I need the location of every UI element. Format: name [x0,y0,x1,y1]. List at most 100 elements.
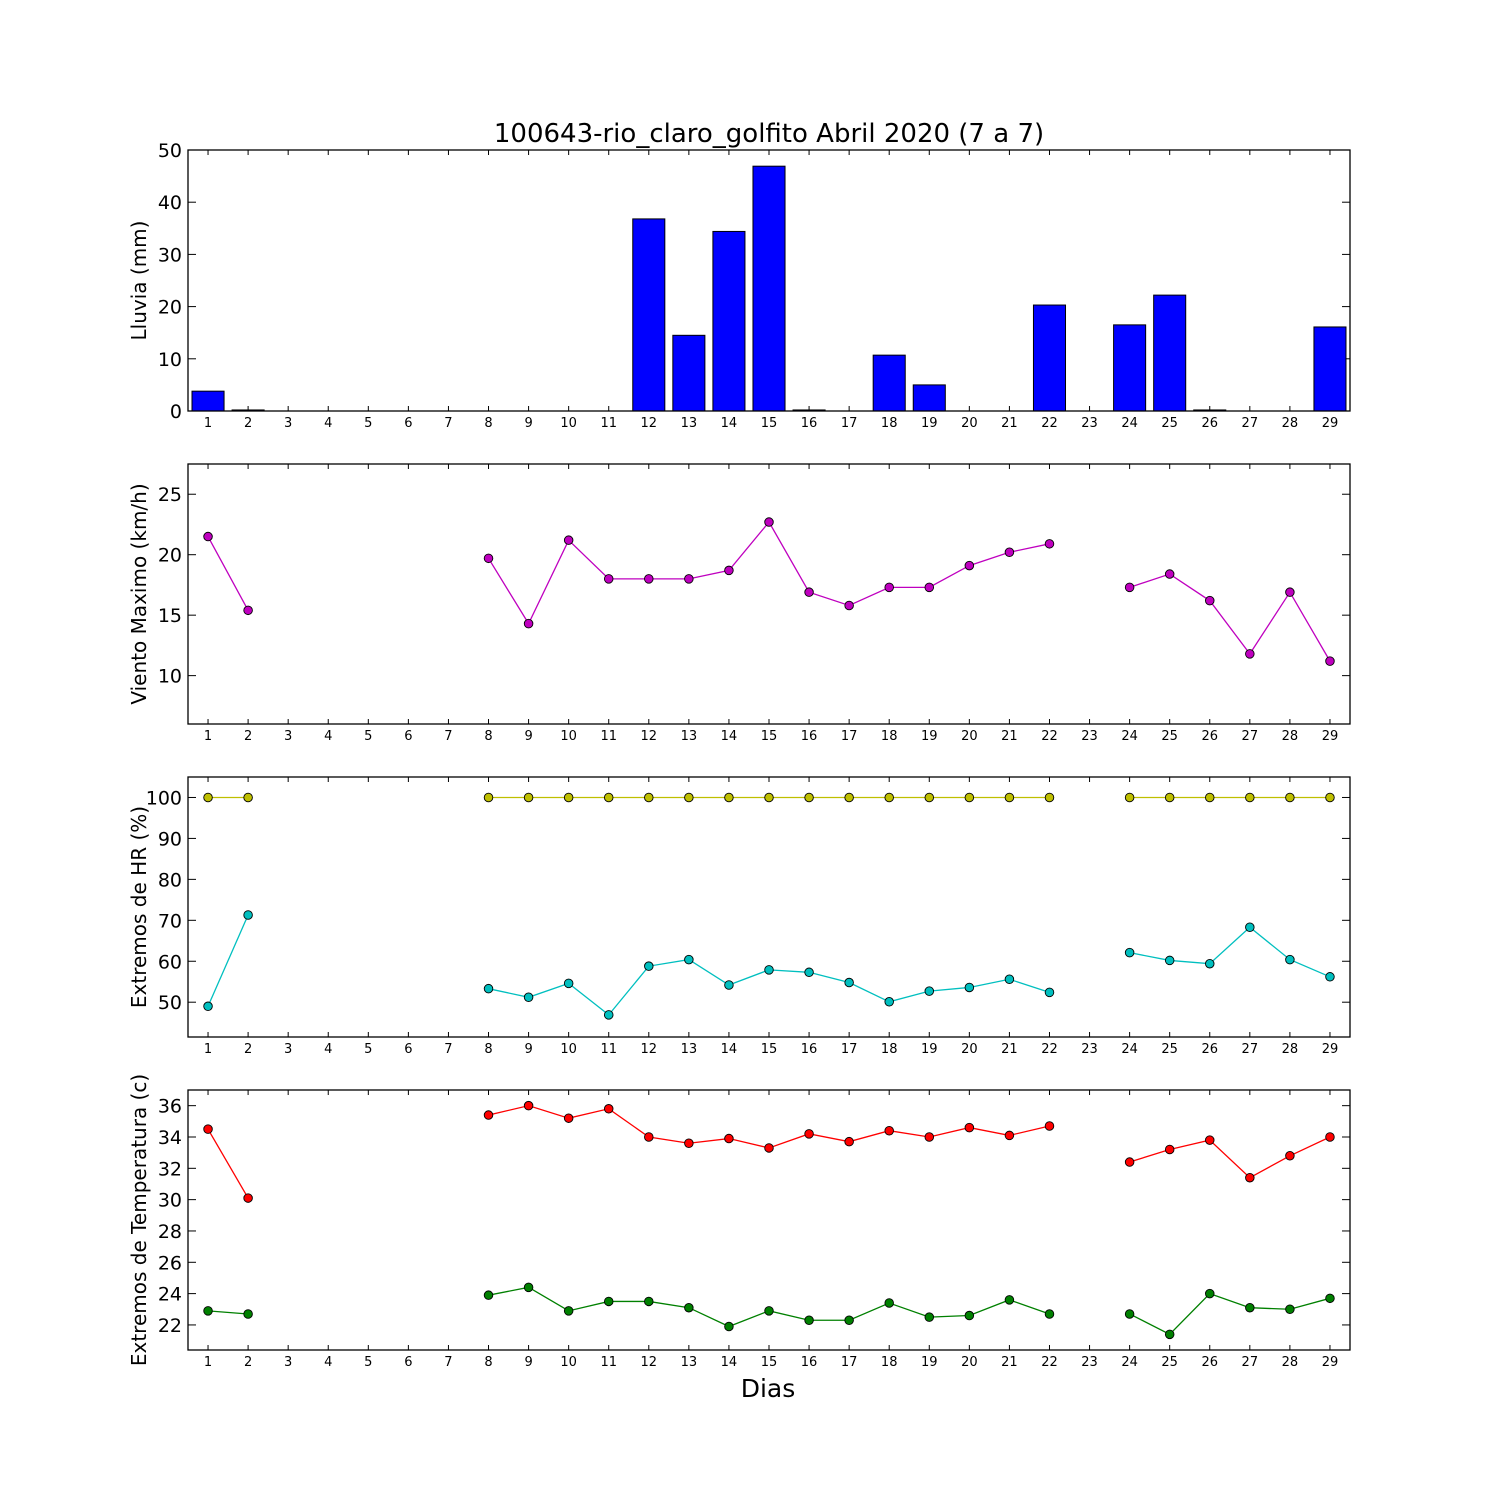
hr-frame [187,776,1351,1038]
wind-point [924,582,935,593]
temp-ytick-label: 30 [158,1190,182,1212]
temp-xtick-label: 6 [404,1355,412,1370]
temp-xtick-label: 16 [801,1355,818,1370]
wind-point [523,618,534,629]
temp_min-point [1325,1293,1335,1304]
hr-xtick-label: 29 [1322,1042,1339,1057]
wind-point [243,605,253,616]
hr_min-point [1004,974,1015,985]
hr_max-point [563,792,574,803]
temp_max-point [1164,1144,1175,1155]
hr-xtick-label: 14 [721,1042,738,1057]
wind-line [487,520,1050,625]
wind-xtick-label: 25 [1161,729,1178,744]
hr-xtick-label: 27 [1242,1042,1259,1057]
hr-ytick-label: 60 [158,951,182,973]
rain-xtick-label: 1 [204,416,212,431]
wind-xtick-label: 26 [1201,729,1218,744]
temp-ytick-label: 28 [158,1221,182,1243]
rain-xtick-label: 8 [484,416,492,431]
rain-xtick-label: 20 [961,416,978,431]
hr_min-point [203,1001,213,1012]
temp_max-point [1044,1121,1055,1131]
temp_min-point [523,1282,534,1293]
rain-xtick-label: 19 [921,416,938,431]
wind-xtick-label: 10 [560,729,577,744]
temp-xtick-label: 2 [244,1355,252,1370]
wind-ylabel: Viento Maximo (km/h) [127,483,151,704]
rain-xtick-label: 28 [1282,416,1299,431]
hr_min-point [1245,922,1255,933]
wind-xtick-label: 19 [921,729,938,744]
hr-xtick-label: 11 [600,1042,617,1057]
hr_min-point [603,1010,614,1020]
rain-xtick-label: 29 [1322,416,1339,431]
temp_min-point [644,1296,654,1307]
hr-xtick-label: 4 [324,1042,332,1057]
hr-ytick-label: 100 [146,787,182,809]
hr_max-point [844,792,854,803]
rain-bar [1153,294,1187,412]
wind-xtick-label: 17 [841,729,858,744]
hr_max-point [603,792,614,803]
wind-xtick-label: 13 [681,729,698,744]
wind-xtick-label: 15 [761,729,778,744]
rain-xtick-label: 13 [681,416,698,431]
hr_min-point [243,910,253,920]
temp-xtick-label: 13 [681,1355,698,1370]
hr_min-point [684,954,694,965]
hr-xtick-label: 3 [284,1042,292,1057]
temp_min-line [207,1310,249,1315]
temp_max-point [603,1104,614,1114]
rain-xtick-label: 4 [324,416,332,431]
wind-xtick-label: 4 [324,729,332,744]
hr-ytick-label: 80 [158,869,182,891]
wind-xtick-label: 5 [364,729,372,744]
hr-xtick-label: 23 [1081,1042,1098,1057]
hr_min-point [924,986,935,996]
hr_min-point [1044,987,1055,998]
hr-xtick-label: 7 [444,1042,452,1057]
wind-xtick-label: 22 [1041,729,1058,744]
hr-xtick-label: 1 [204,1042,212,1057]
rain-xtick-label: 18 [881,416,898,431]
rain-xtick-label: 14 [721,416,738,431]
temp_max-point [1325,1132,1335,1142]
wind-ytick-label: 20 [158,545,182,567]
hr_max-point [924,792,935,803]
temp-xtick-label: 18 [881,1355,898,1370]
temp-xtick-label: 26 [1201,1355,1218,1370]
hr_min-point [1325,972,1335,982]
wind-point [1285,587,1295,597]
temp-xtick-label: 9 [524,1355,532,1370]
wind-point [764,517,774,527]
wind-point [1164,569,1175,579]
wind-point [724,565,734,576]
wind-point [804,587,814,597]
hr_max-point [1044,792,1055,803]
temp_min-point [603,1296,614,1307]
temp-ytick-label: 32 [158,1158,182,1180]
wind-xtick-label: 8 [484,729,492,744]
temp_max-point [764,1143,774,1153]
temp_min-point [844,1315,854,1325]
temp_min-point [924,1312,935,1322]
temp_max-point [844,1136,854,1147]
temp-ytick-label: 26 [158,1252,182,1274]
temp-xtick-label: 17 [841,1355,858,1370]
hr-ytick-label: 90 [158,828,182,850]
wind-xtick-label: 1 [204,729,212,744]
temp-xtick-label: 7 [444,1355,452,1370]
rain-ytick-label: 30 [158,244,182,266]
wind-point [603,574,614,584]
wind-xtick-label: 27 [1242,729,1259,744]
temp_max-point [483,1110,494,1120]
hr_max-point [483,792,494,803]
temp-xtick-label: 11 [600,1355,617,1370]
hr-xtick-label: 20 [961,1042,978,1057]
wind-xtick-label: 18 [881,729,898,744]
temp-ylabel: Extremos de Temperatura (c) [127,1074,151,1366]
hr_max-point [644,792,654,803]
temp-ytick-label: 36 [158,1096,182,1118]
